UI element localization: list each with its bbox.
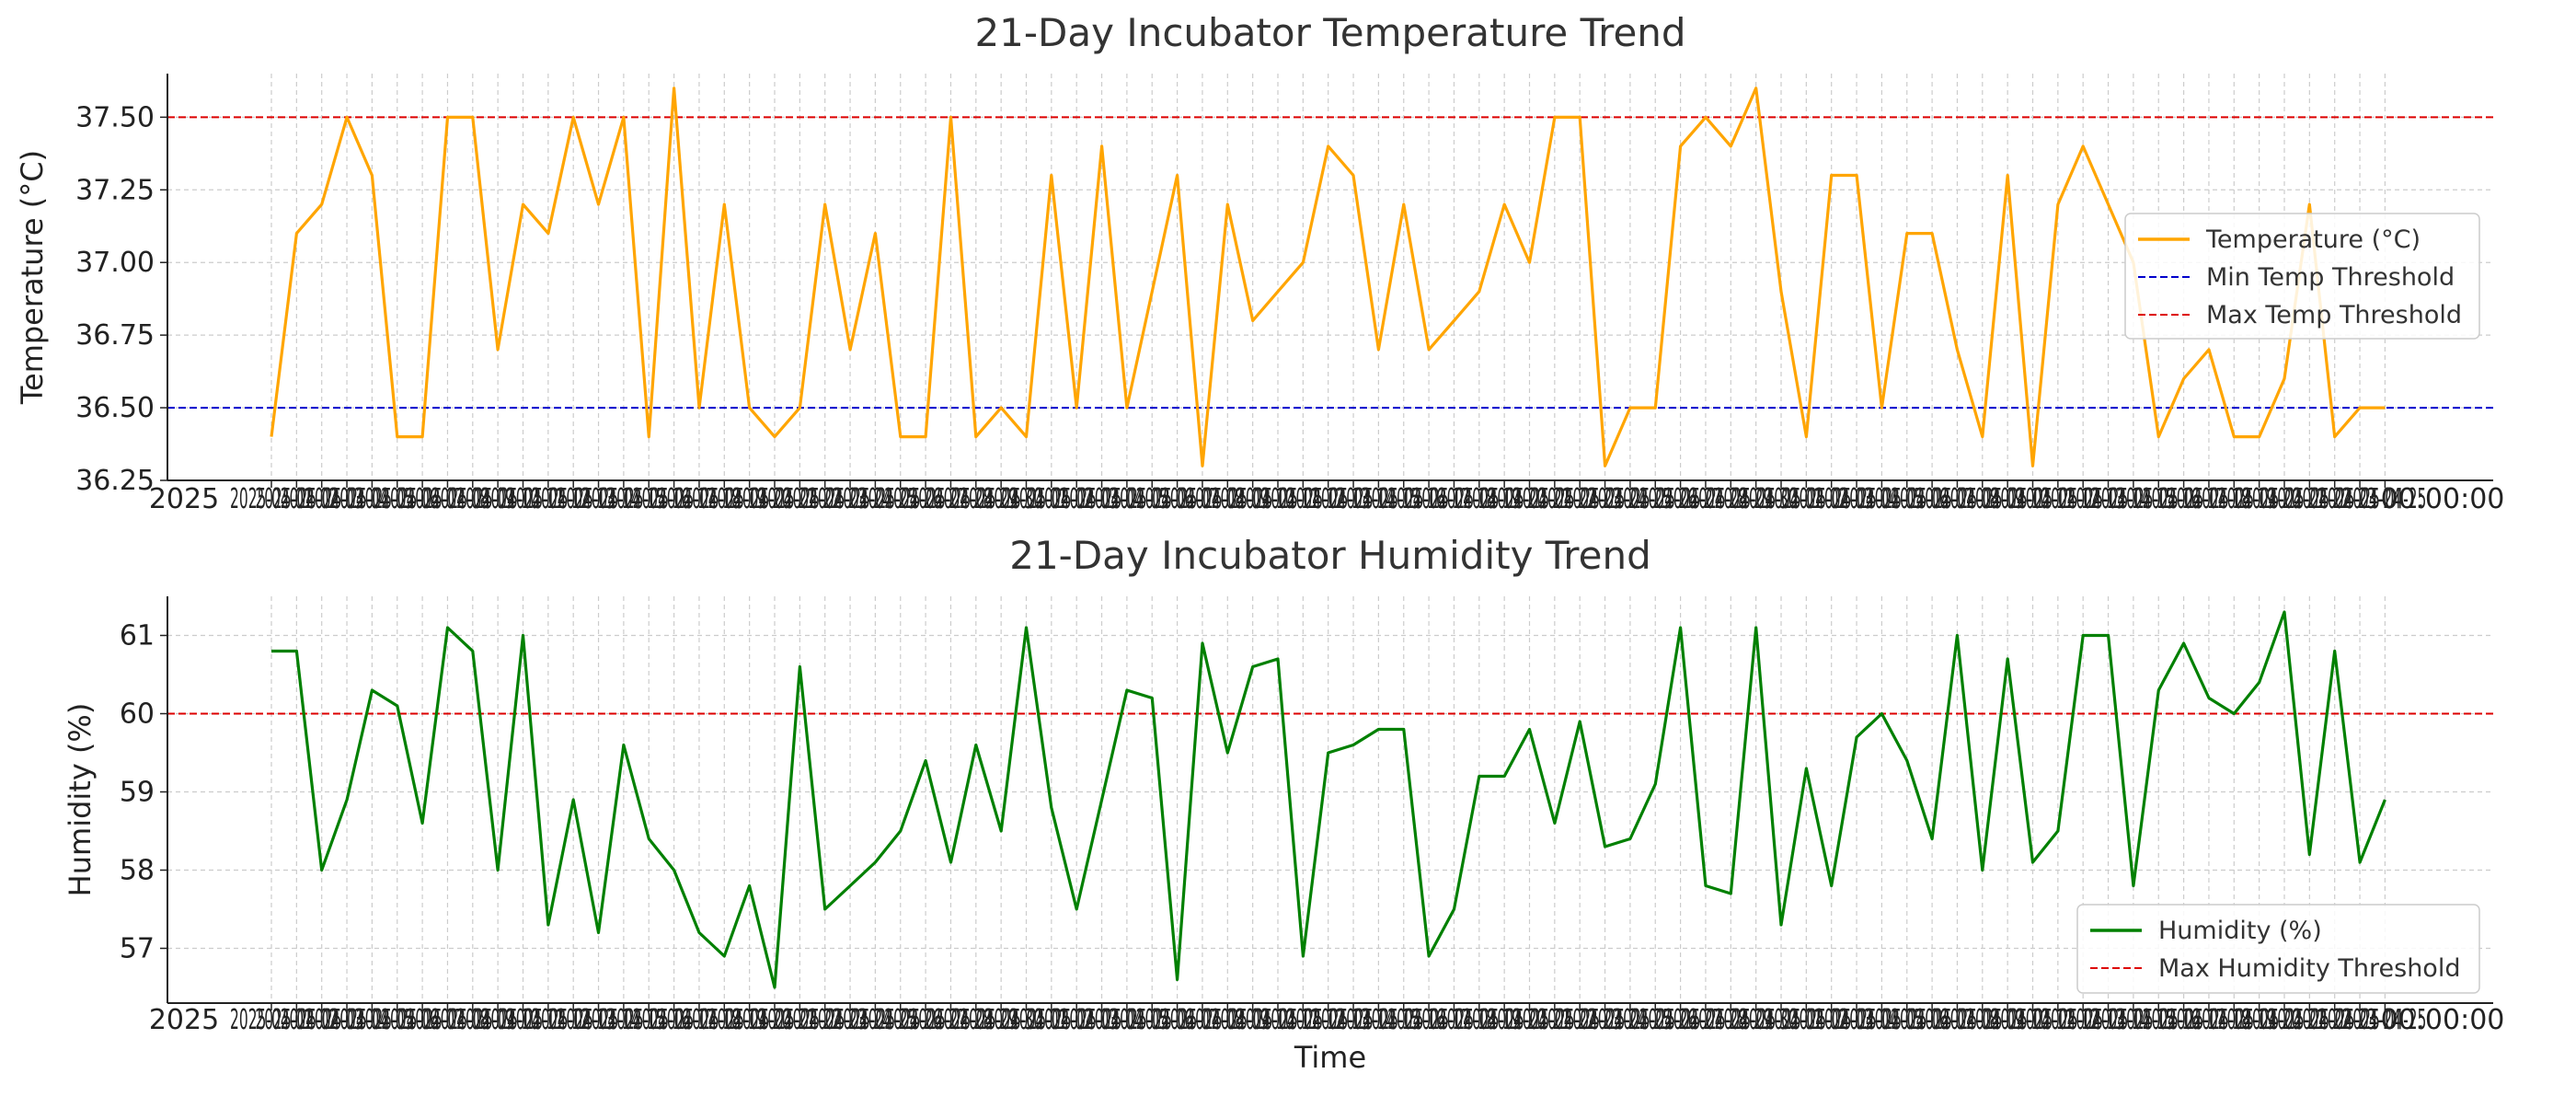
p1-legend-label: Max Temp Threshold — [2206, 301, 2462, 329]
p2-legend-label: Max Humidity Threshold — [2158, 954, 2460, 983]
p1-y-tick-label: 36.25 — [75, 465, 155, 497]
p1-y-axis-label: Temperature (°C) — [15, 150, 50, 405]
p1-panel: 36.2536.5036.7537.0037.2537.502025-04-01… — [15, 10, 2504, 515]
p2-x-tick-label-first: 2025 — [149, 1004, 219, 1036]
p2-y-tick-label: 58 — [120, 855, 155, 887]
p1-y-tick-label: 37.25 — [75, 174, 155, 206]
p2-legend: Humidity (%) Max Humidity Threshold — [2077, 905, 2479, 993]
p1-y-tick-label: 36.75 — [75, 319, 155, 352]
p2-chart-title: 21-Day Incubator Humidity Trend — [1009, 533, 1651, 578]
p2-panel: 57585960612025-04-012025-04-022025-04-03… — [63, 533, 2504, 1075]
p2-y-tick-label: 59 — [120, 777, 155, 809]
p2-legend-label: Humidity (%) — [2158, 917, 2322, 945]
p1-y-tick-label: 37.00 — [75, 247, 155, 279]
p1-legend: Temperature (°C) Min Temp Threshold Max Te… — [2125, 214, 2479, 339]
p1-y-tick-label: 37.50 — [75, 101, 155, 133]
p1-chart-title: 21-Day Incubator Temperature Trend — [974, 10, 1685, 55]
p1-x-tick-label-first: 2025 — [149, 483, 219, 515]
p1-legend-label: Min Temp Threshold — [2206, 263, 2455, 292]
p1-x-tick-label-last: 00:00:00 — [2381, 483, 2505, 515]
p2-x-tick-label-last: 00:00:00 — [2381, 1004, 2505, 1036]
p2-y-axis-label: Humidity (%) — [63, 703, 98, 897]
p2-y-tick-label: 57 — [120, 933, 155, 965]
p2-y-tick-label: 60 — [120, 698, 155, 731]
p2-y-tick-label: 61 — [120, 620, 155, 652]
p1-legend-label: Temperature (°C) — [2205, 225, 2421, 254]
p1-y-tick-label: 36.50 — [75, 392, 155, 424]
p2-x-axis-label: Time — [1294, 1040, 1366, 1075]
